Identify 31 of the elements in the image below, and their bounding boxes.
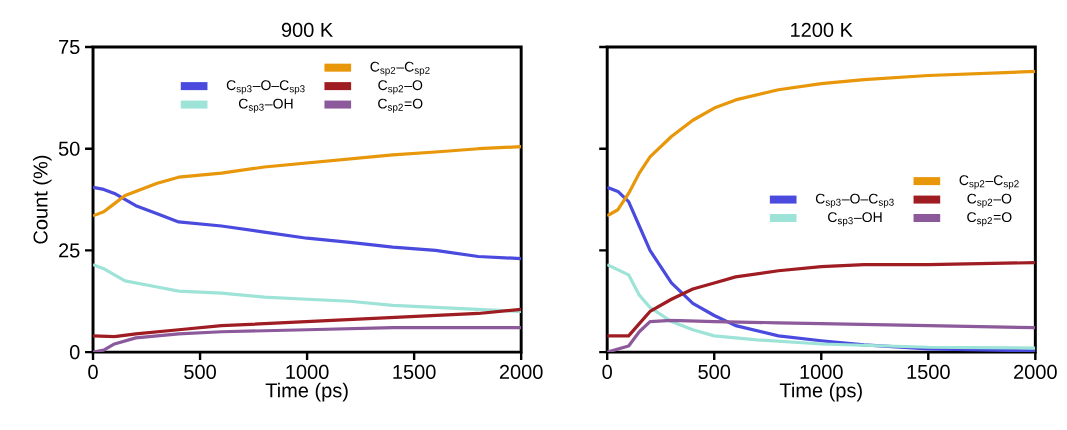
legend-label: C$_{sp2}$–O: [378, 80, 423, 95]
legend-label: C$_{sp3}$–OH: [238, 98, 293, 113]
legend-label: C$_{sp3}$–O–C$_{sp3}$: [815, 193, 894, 208]
legend-label: C$_{sp2}$–O: [967, 193, 1012, 208]
chart-title: 1200 K: [791, 22, 853, 37]
legend-label: C$_{sp2}$=O: [378, 98, 423, 113]
line-series: [93, 185, 522, 261]
legend-label: C$_{sp3}$–OH: [828, 212, 882, 227]
legend-label: C$_{sp2}$=O: [967, 212, 1012, 227]
y-axis-title: Count (%): [32, 155, 52, 244]
x-tick-label: 0: [88, 364, 98, 379]
x-tick-label: 2000: [499, 364, 543, 379]
x-tick-label: 1500: [907, 364, 950, 379]
y-tick-label: 0: [69, 344, 80, 360]
y-tick-label: 50: [58, 141, 80, 156]
x-tick-label: 2000: [1014, 364, 1057, 379]
x-axis-title: Time (ps): [779, 382, 862, 402]
line-series: [93, 326, 522, 353]
y-tick-label: 75: [59, 39, 80, 54]
legend-label: C$_{sp3}$–O–C$_{sp3}$: [226, 80, 305, 95]
legend-label: C$_{sp2}$–C$_{sp2}$: [370, 61, 430, 76]
x-tick-label: 1000: [286, 364, 329, 379]
x-tick-label: 1500: [393, 364, 436, 379]
x-axis-title: Time (ps): [265, 382, 348, 402]
x-tick-label: 0: [602, 364, 612, 379]
x-tick-label: 500: [698, 364, 731, 379]
x-tick-label: 1000: [800, 364, 843, 379]
y-tick-label: 25: [59, 243, 80, 258]
chart-title: 900 K: [281, 22, 333, 37]
x-tick-label: 500: [184, 364, 216, 379]
legend-label: C$_{sp2}$–C$_{sp2}$: [959, 175, 1019, 190]
